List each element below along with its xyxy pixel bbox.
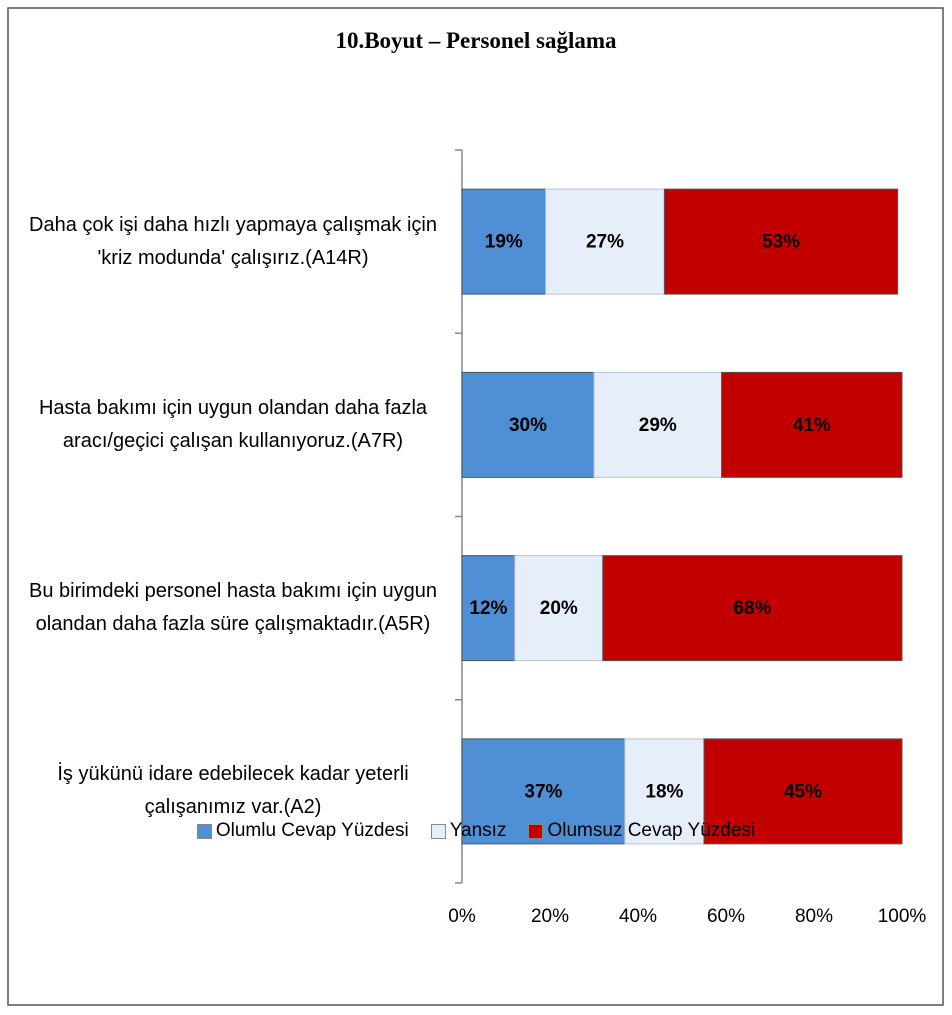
value-label: 29%: [639, 415, 677, 436]
value-label: 19%: [485, 232, 523, 253]
x-tick-label: 80%: [795, 906, 833, 927]
legend-swatch: [528, 823, 544, 839]
bar-segment: [624, 738, 705, 845]
category-label: Daha çok işi daha hızlı yapmaya çalışmak…: [29, 213, 437, 269]
value-label: 37%: [524, 781, 562, 802]
category-label: Bu birimdeki personel hasta bakımı için …: [29, 580, 437, 636]
bar-segment: [602, 555, 903, 662]
bar-segment: [461, 188, 547, 295]
value-label: 30%: [509, 415, 547, 436]
bar-segment: [721, 371, 903, 478]
bar-segment: [461, 555, 516, 662]
bar-segment: [593, 371, 723, 478]
bar-segment: [461, 371, 595, 478]
bar-segment: [514, 555, 604, 662]
category-label: Hasta bakımı için uygun olandan daha faz…: [38, 396, 428, 452]
legend-swatch: [430, 823, 446, 839]
legend-item: Olumsuz Cevap Yüzdesi: [528, 820, 755, 842]
frame: [7, 7, 944, 1006]
legend-item: Yansız: [430, 820, 507, 842]
x-tick-label: 60%: [707, 906, 745, 927]
value-label: 41%: [793, 415, 831, 436]
x-tick-label: 40%: [619, 906, 657, 927]
legend: Olumlu Cevap Yüzdesi Yansız Olumsuz Cevap …: [0, 820, 952, 842]
x-tick-label: 0%: [448, 906, 476, 927]
value-label: 18%: [645, 781, 683, 802]
legend-label: Olumsuz Cevap Yüzdesi: [547, 820, 756, 841]
bar-segment: [663, 188, 899, 295]
value-label: 20%: [540, 598, 578, 619]
x-tick-label: 100%: [878, 906, 927, 927]
legend-label: Olumlu Cevap Yüzdesi: [215, 820, 409, 841]
x-tick-label: 20%: [531, 906, 569, 927]
value-label: 45%: [784, 781, 822, 802]
value-label: 27%: [586, 232, 624, 253]
value-label: 53%: [762, 232, 800, 253]
value-label: 68%: [733, 598, 771, 619]
category-label: İş yükünü idare edebilecek kadar yeterli…: [57, 763, 409, 819]
legend-swatch: [196, 823, 212, 839]
chart-title: 10.Boyut – Personel sağlama: [335, 28, 617, 53]
value-label: 12%: [469, 598, 507, 619]
legend-item: Olumlu Cevap Yüzdesi: [196, 820, 409, 842]
legend-label: Yansız: [449, 820, 507, 841]
bar-segment: [703, 738, 903, 845]
